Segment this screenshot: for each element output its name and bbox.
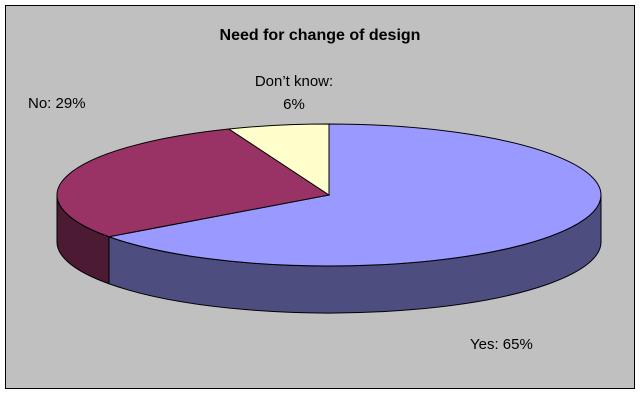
pie-slice xyxy=(227,123,330,196)
pie-slice xyxy=(107,123,602,267)
data-label: Don’t know: 6% xyxy=(254,73,334,113)
data-label: No: 29% xyxy=(28,95,86,112)
pie-slice xyxy=(56,128,331,238)
data-label: Yes: 65% xyxy=(470,336,533,353)
chart-title: Need for change of design xyxy=(219,27,421,44)
